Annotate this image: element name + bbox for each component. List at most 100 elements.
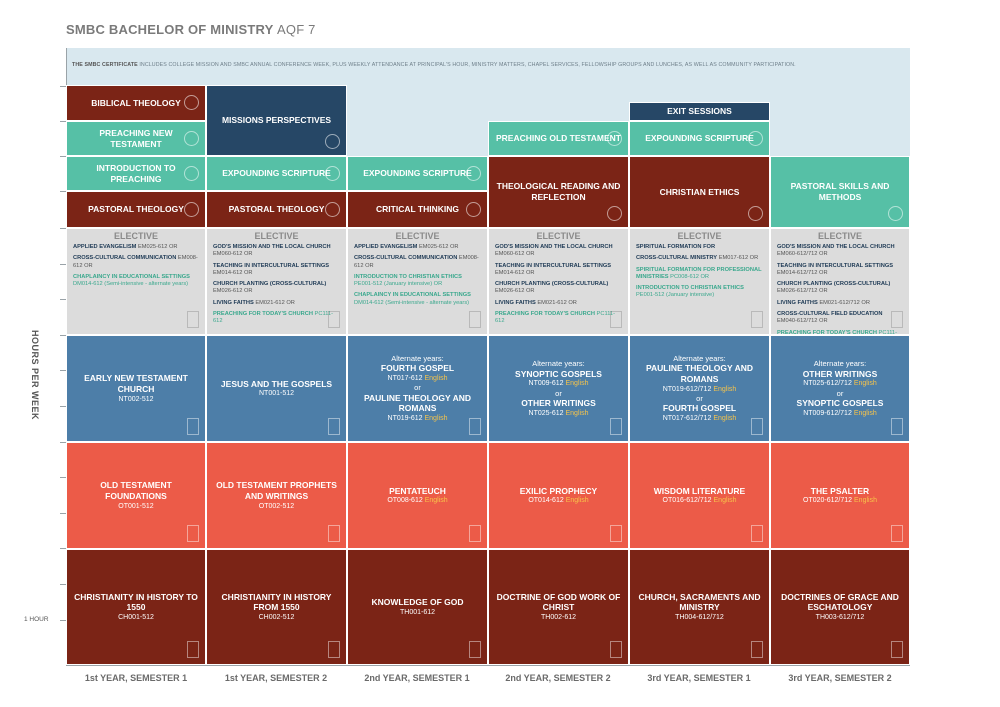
elective-option: CROSS-CULTURAL FIELD EDUCATION EM040-612… bbox=[777, 311, 903, 326]
college-seal-icon bbox=[748, 130, 763, 146]
smbc-logo-icon bbox=[328, 311, 340, 328]
college-seal-icon bbox=[325, 165, 340, 181]
elective-option-name: CHURCH PLANTING (CROSS-CULTURAL) bbox=[213, 281, 327, 288]
smbc-logo-icon bbox=[187, 418, 199, 435]
course-biblical-theology: BIBLICAL THEOLOGY bbox=[66, 85, 206, 121]
course-alt-synoptic-other: Alternate years: SYNOPTIC GOSPELS NT009-… bbox=[488, 335, 629, 442]
course-expounding-scripture: EXPOUNDING SCRIPTURE bbox=[206, 156, 347, 191]
smbc-logo-icon bbox=[187, 311, 199, 328]
elective-option-detail: PC008-612 OR bbox=[670, 273, 710, 280]
course-alt-other-synoptic: Alternate years: OTHER WRITINGS NT025-61… bbox=[770, 335, 910, 442]
elective-block: ELECTIVE GOD'S MISSION AND THE LOCAL CHUR… bbox=[206, 228, 347, 335]
elective-option-name: CHAPLAINCY IN EDUCATIONAL SETTINGS bbox=[354, 292, 471, 299]
elective-option-detail: DM014-612 (Semi-intensive - alternate ye… bbox=[73, 281, 189, 288]
elective-option: APPLIED EVANGELISM EM025-612 OR bbox=[73, 244, 199, 251]
elective-option: TEACHING IN INTERCULTURAL SETTINGS EM014… bbox=[777, 263, 903, 278]
elective-option-name: CROSS-CULTURAL MINISTRY bbox=[636, 255, 718, 262]
elective-option: PREACHING FOR TODAY'S CHURCH PC111-612 bbox=[213, 311, 340, 326]
course-intro-preaching: INTRODUCTION TO PREACHING bbox=[66, 156, 206, 191]
x-axis-line bbox=[66, 665, 910, 666]
elective-block: ELECTIVE SPIRITUAL FORMATION FOR CROSS-CU… bbox=[629, 228, 770, 335]
elective-option-name: PREACHING FOR TODAY'S CHURCH bbox=[213, 311, 313, 318]
elective-block: ELECTIVE APPLIED EVANGELISM EM025-612 OR C… bbox=[66, 228, 206, 335]
course-jesus-gospels: JESUS AND THE GOSPELS NT001-512 bbox=[206, 335, 347, 442]
elective-block: ELECTIVE APPLIED EVANGELISM EM025-612 OR C… bbox=[347, 228, 488, 335]
course-exilic-prophecy: EXILIC PROPHECY OT014-612 English bbox=[488, 442, 629, 549]
smbc-logo-icon bbox=[610, 418, 622, 435]
elective-option-name: CHURCH PLANTING (CROSS-CULTURAL) bbox=[495, 281, 609, 288]
smbc-logo-icon bbox=[187, 641, 199, 658]
elective-option-name: LIVING FAITHS bbox=[495, 299, 536, 306]
elective-option-detail: EM025-612 OR bbox=[138, 244, 178, 250]
smbc-logo-icon bbox=[610, 525, 622, 542]
course-preaching-nt: PREACHING NEW TESTAMENT bbox=[66, 121, 206, 156]
elective-option-detail: EM014-612 OR bbox=[213, 269, 253, 276]
elective-option-detail: EM040-612/712 OR bbox=[777, 318, 828, 325]
axis-tick bbox=[60, 299, 67, 300]
column-label: 2nd YEAR, SEMESTER 2 bbox=[505, 673, 611, 683]
smbc-logo-icon bbox=[328, 418, 340, 435]
course-ot-prophets-writings: OLD TESTAMENT PROPHETS AND WRITINGS OT002… bbox=[206, 442, 347, 549]
college-seal-icon bbox=[466, 165, 481, 181]
smbc-logo-icon bbox=[469, 418, 481, 435]
smbc-logo-icon bbox=[751, 311, 763, 328]
elective-option-detail: PE001-512 (January intensive) bbox=[636, 292, 715, 299]
certificate-note: THE SMBC CERTIFICATE INCLUDES COLLEGE MI… bbox=[72, 62, 912, 68]
course-the-psalter: THE PSALTER OT020-612/712 English bbox=[770, 442, 910, 549]
smbc-logo-icon bbox=[187, 525, 199, 542]
elective-option-detail: EM026-612/712 OR bbox=[777, 288, 828, 295]
elective-option: CHAPLAINCY IN EDUCATIONAL SETTINGS DM014… bbox=[354, 292, 481, 307]
course-knowledge-of-god: KNOWLEDGE OF GOD TH001-612 bbox=[347, 549, 488, 665]
college-seal-icon bbox=[184, 130, 199, 146]
elective-option: GOD'S MISSION AND THE LOCAL CHURCH EM060… bbox=[777, 244, 903, 259]
course-christianity-from-1550: CHRISTIANITY IN HISTORY FROM 1550 CH002-5… bbox=[206, 549, 347, 665]
axis-tick bbox=[60, 406, 67, 407]
course-church-sacraments: CHURCH, SACRAMENTS AND MINISTRY TH004-612… bbox=[629, 549, 770, 665]
elective-option-name: SPIRITUAL FORMATION FOR bbox=[636, 244, 716, 250]
axis-tick bbox=[60, 156, 67, 157]
course-critical-thinking: CRITICAL THINKING bbox=[347, 191, 488, 228]
smbc-logo-icon bbox=[469, 641, 481, 658]
elective-option: INTRODUCTION TO CHRISTIAN ETHICS PE001-5… bbox=[354, 274, 481, 289]
college-seal-icon bbox=[325, 201, 340, 217]
elective-option-detail: EM021-612 OR bbox=[537, 299, 577, 306]
smbc-logo-icon bbox=[328, 525, 340, 542]
elective-option: SPIRITUAL FORMATION FOR PROFESSIONAL MIN… bbox=[636, 267, 763, 282]
axis-tick bbox=[60, 191, 67, 192]
smbc-logo-icon bbox=[328, 641, 340, 658]
elective-option-detail: PC111-612/712 bbox=[878, 329, 897, 335]
course-doctrine-of-god: DOCTRINE OF GOD WORK OF CHRIST TH002-612 bbox=[488, 549, 629, 665]
elective-option: INTRODUCTION TO CHRISTIAN ETHICS PE001-5… bbox=[636, 285, 763, 300]
elective-option-detail: EM026-612 OR bbox=[495, 288, 535, 295]
elective-option-detail: EM026-612 OR bbox=[213, 288, 253, 295]
elective-option: TEACHING IN INTERCULTURAL SETTINGS EM014… bbox=[213, 263, 340, 278]
elective-option-name: GOD'S MISSION AND THE LOCAL CHURCH bbox=[777, 244, 895, 250]
elective-option: TEACHING IN INTERCULTURAL SETTINGS EM014… bbox=[495, 263, 622, 278]
column-label: 1st YEAR, SEMESTER 1 bbox=[84, 673, 188, 683]
smbc-logo-icon bbox=[610, 311, 622, 328]
elective-option-name: CHAPLAINCY IN EDUCATIONAL SETTINGS bbox=[73, 273, 190, 280]
elective-option: PREACHING FOR TODAY'S CHURCH PC111-612 bbox=[495, 311, 622, 326]
elective-list: APPLIED EVANGELISM EM025-612 OR CROSS-CUL… bbox=[73, 244, 199, 292]
course-early-nt-church: EARLY NEW TESTAMENT CHURCH NT002-512 bbox=[66, 335, 206, 442]
axis-tick bbox=[60, 335, 67, 336]
elective-option-name: TEACHING IN INTERCULTURAL SETTINGS bbox=[495, 262, 612, 269]
college-seal-icon bbox=[184, 165, 199, 181]
college-seal-icon bbox=[184, 95, 199, 110]
elective-option-name: CROSS-CULTURAL COMMUNICATION bbox=[73, 255, 177, 262]
elective-block: ELECTIVE GOD'S MISSION AND THE LOCAL CHUR… bbox=[770, 228, 910, 335]
smbc-logo-icon bbox=[751, 525, 763, 542]
elective-option-name: SPIRITUAL FORMATION FOR PROFESSIONAL MIN… bbox=[636, 266, 762, 280]
elective-option-detail: EM017-612 OR bbox=[718, 255, 759, 262]
course-expounding-scripture: EXPOUNDING SCRIPTURE bbox=[347, 156, 488, 191]
course-exit-sessions: EXIT SESSIONS bbox=[629, 102, 770, 121]
one-hour-label: 1 HOUR bbox=[24, 616, 49, 623]
elective-option-detail: EM014-612/712 OR bbox=[777, 269, 828, 276]
elective-option: SPIRITUAL FORMATION FOR bbox=[636, 244, 763, 251]
page-title: SMBC BACHELOR OF MINISTRY AQF 7 bbox=[66, 22, 316, 37]
axis-tick bbox=[60, 442, 67, 443]
elective-option-name: CHURCH PLANTING (CROSS-CULTURAL) bbox=[777, 281, 891, 288]
axis-tick bbox=[60, 264, 67, 265]
elective-option: CHAPLAINCY IN EDUCATIONAL SETTINGS DM014… bbox=[73, 274, 199, 289]
title-main: SMBC BACHELOR OF MINISTRY bbox=[66, 22, 274, 37]
